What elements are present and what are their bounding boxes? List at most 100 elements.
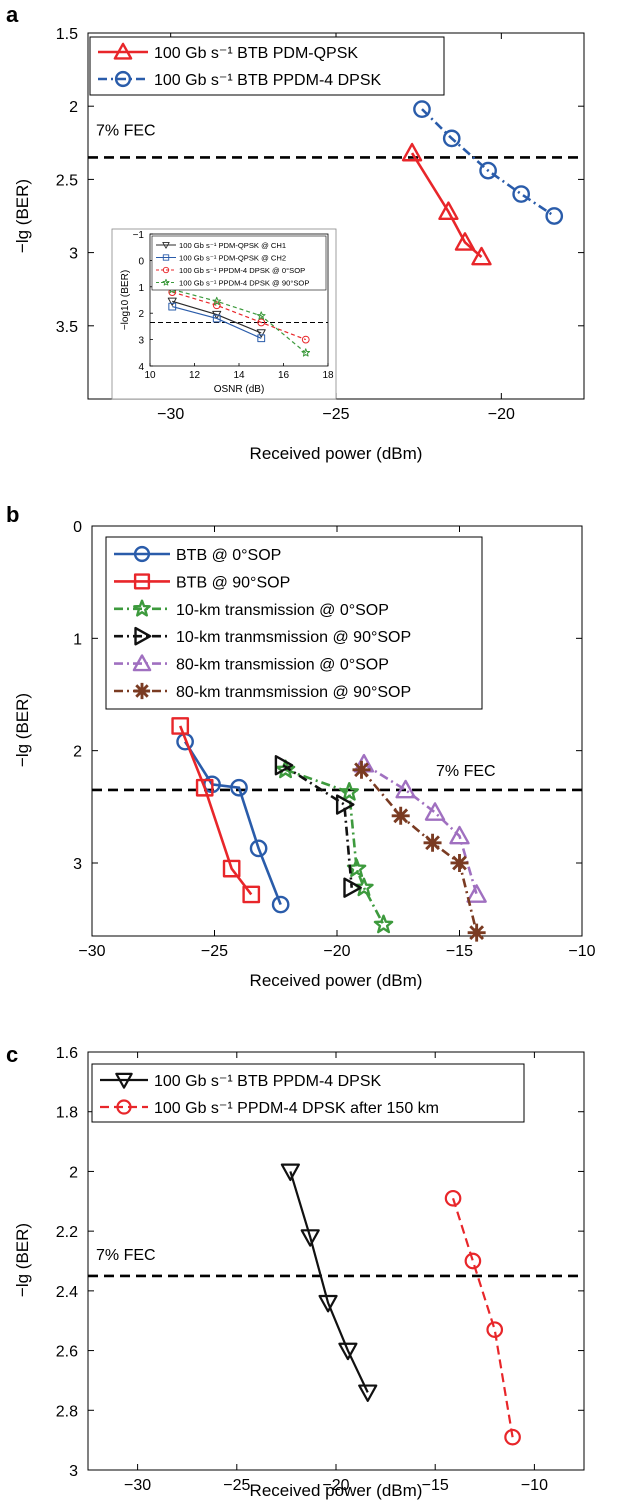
data-point bbox=[339, 782, 360, 801]
data-point bbox=[545, 207, 564, 225]
fec-threshold-label: 7% FEC bbox=[96, 1247, 156, 1264]
data-point bbox=[358, 1384, 378, 1402]
axes-c: −30 −25 −20 −15 −10 1.6 1.8 2 2.2 2.4 2.6 2.8 3 bbox=[56, 1045, 584, 1494]
series-line bbox=[363, 763, 478, 895]
legend-marker bbox=[114, 70, 132, 88]
ylabel-c: −lg (BER) bbox=[13, 1223, 32, 1297]
series-line bbox=[289, 1171, 369, 1393]
data-point bbox=[442, 129, 461, 148]
data-point bbox=[395, 779, 416, 799]
legend-marker bbox=[134, 626, 152, 646]
inset-legend-label: 100 Gb s⁻¹ PDM-QPSK @ CH2 bbox=[179, 254, 286, 263]
x-tick-label-a: −20 bbox=[488, 406, 515, 423]
y-tick-label-c: 2.4 bbox=[56, 1284, 78, 1301]
inset-series-line bbox=[172, 306, 262, 339]
plot-content-c: 7% FEC bbox=[88, 1163, 584, 1446]
series-line bbox=[452, 1197, 514, 1438]
x-tick-label-a: −25 bbox=[322, 406, 349, 423]
y-tick-label-c: 2.8 bbox=[56, 1403, 78, 1420]
inset-legend-box bbox=[151, 235, 327, 291]
data-point bbox=[195, 778, 214, 797]
inset-legend-label: 100 Gb s⁻¹ PPDM-4 DPSK @ 90°SOP bbox=[179, 279, 309, 288]
inset-data-point bbox=[212, 296, 222, 306]
legend-box-a bbox=[89, 36, 445, 96]
legend-marker bbox=[116, 1099, 132, 1115]
legend-label: BTB @ 90°SOP bbox=[176, 574, 290, 591]
y-tick-label-b: 0 bbox=[73, 519, 82, 536]
y-tick-label-c: 1.6 bbox=[56, 1045, 78, 1062]
inset-xlabel: OSNR (dB) bbox=[214, 384, 265, 395]
y-tick-label-a: 2 bbox=[69, 99, 78, 116]
data-point bbox=[280, 1163, 300, 1182]
data-point bbox=[352, 760, 371, 779]
data-point bbox=[444, 1189, 462, 1207]
inset-y-tick-label: 1 bbox=[138, 283, 144, 294]
data-point bbox=[464, 1252, 482, 1270]
data-point bbox=[338, 1342, 358, 1361]
inset-legend-marker bbox=[162, 241, 170, 249]
data-point bbox=[242, 885, 261, 904]
panel-letter-b: b bbox=[6, 502, 19, 527]
legend-marker bbox=[113, 42, 133, 60]
inset-data-point bbox=[257, 334, 266, 343]
panel-b: b 7% FEC −30 −25 −20 −15 −10 0 1 2 3 −lg (BER) R… bbox=[6, 502, 596, 990]
data-point bbox=[438, 201, 459, 221]
axes-b: −30 −25 −20 −15 −10 0 1 2 3 bbox=[73, 519, 596, 960]
x-tick-label-c: −20 bbox=[322, 1477, 349, 1494]
data-point bbox=[413, 100, 431, 118]
x-tick-label-c: −25 bbox=[223, 1477, 250, 1494]
inset-data-point bbox=[257, 318, 266, 327]
inset-data-point bbox=[212, 314, 221, 323]
inset-legend-marker bbox=[162, 266, 170, 274]
inset-series-line bbox=[172, 288, 307, 354]
y-tick-label-c: 2 bbox=[69, 1164, 78, 1181]
inset-data-point bbox=[167, 297, 177, 306]
ylabel-b: −lg (BER) bbox=[13, 693, 32, 767]
y-tick-label-b: 1 bbox=[73, 631, 82, 648]
panel-letter-c: c bbox=[6, 1042, 18, 1067]
x-tick-label-c: −15 bbox=[422, 1477, 449, 1494]
inset-legend-label: 100 Gb s⁻¹ PPDM-4 DPSK @ 0°SOP bbox=[179, 266, 305, 275]
y-tick-label-c: 2.6 bbox=[56, 1344, 78, 1361]
ylabel-a: −lg (BER) bbox=[13, 179, 32, 253]
inset-ylabel: −log10 (BER) bbox=[120, 270, 131, 330]
data-point bbox=[504, 1428, 521, 1446]
data-point bbox=[423, 833, 442, 852]
data-point bbox=[335, 794, 355, 815]
x-tick-label-c: −10 bbox=[521, 1477, 548, 1494]
legend-c: 100 Gb s⁻¹ BTB PPDM-4 DPSK 100 Gb s⁻¹ PPD… bbox=[100, 1072, 439, 1117]
panel-a: a 7% FEC −30 −25 −201.522.533.5 10 12 14 16 18… bbox=[6, 2, 585, 463]
data-point bbox=[449, 825, 470, 845]
data-point bbox=[454, 232, 476, 251]
legend-label: 100 Gb s⁻¹ PPDM-4 DPSK after 150 km bbox=[154, 1100, 439, 1117]
data-point bbox=[391, 806, 410, 825]
fec-threshold-label: 7% FEC bbox=[96, 122, 156, 139]
inset-data-point bbox=[301, 335, 310, 344]
y-tick-label-a: 2.5 bbox=[56, 172, 78, 189]
legend-box-c bbox=[91, 1063, 525, 1123]
inset-legend-label: 100 Gb s⁻¹ PDM-QPSK @ CH1 bbox=[179, 241, 286, 250]
data-point bbox=[171, 717, 190, 735]
inset-y-tick-label: 3 bbox=[138, 336, 144, 347]
plot-content-b: 7% FEC bbox=[92, 717, 582, 942]
x-tick-label-b: −30 bbox=[78, 943, 105, 960]
legend-label: 100 Gb s⁻¹ BTB PPDM-4 DPSK bbox=[154, 1073, 382, 1090]
y-tick-label-c: 3 bbox=[69, 1463, 78, 1480]
x-tick-label-a: −30 bbox=[157, 406, 184, 423]
legend-marker bbox=[133, 545, 151, 563]
data-point bbox=[274, 755, 294, 776]
legend-marker bbox=[133, 573, 151, 590]
y-tick-label-a: 1.5 bbox=[56, 26, 78, 43]
panel-c: c 7% FEC −30 −25 −20 −15 −10 1.6 1.8 2 2.2 2.4 2.6… bbox=[6, 1042, 585, 1500]
data-point bbox=[275, 759, 296, 779]
x-tick-label-b: −20 bbox=[323, 943, 350, 960]
legend-marker bbox=[132, 654, 152, 672]
legend-marker bbox=[133, 682, 151, 700]
y-tick-label-c: 1.8 bbox=[56, 1105, 78, 1122]
inset-y-tick-label: −1 bbox=[133, 230, 145, 241]
legend-marker bbox=[115, 1072, 133, 1089]
series-line bbox=[184, 740, 282, 906]
inset-series-line bbox=[172, 291, 306, 341]
xlabel-c: Received power (dBm) bbox=[250, 1481, 423, 1500]
